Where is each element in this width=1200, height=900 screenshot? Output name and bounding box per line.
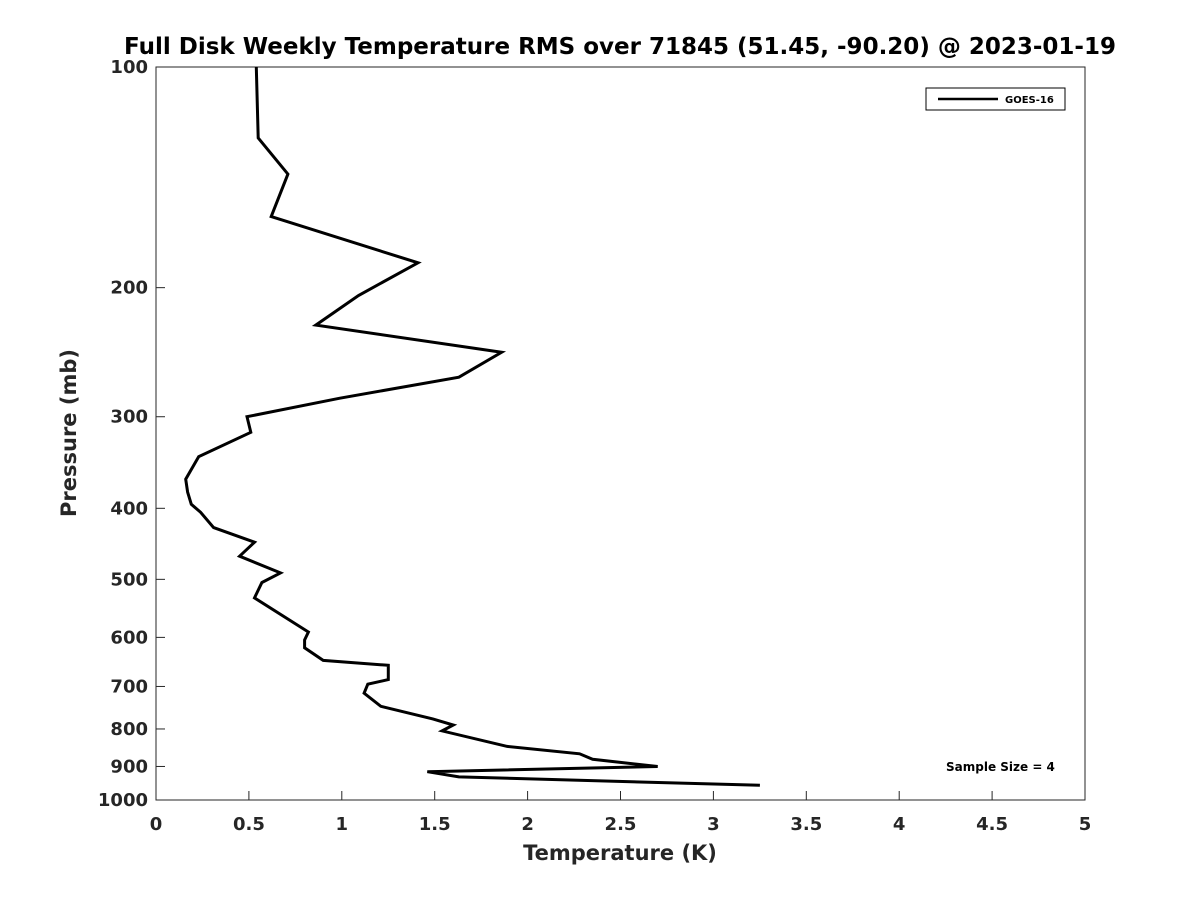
- y-tick-label: 700: [110, 676, 148, 697]
- y-tick-label: 1000: [98, 790, 148, 811]
- legend-label-goes-16: GOES-16: [1005, 95, 1054, 106]
- x-tick-label: 1: [336, 814, 349, 835]
- y-tick-label: 100: [110, 57, 148, 78]
- series-line-goes-16: [184, 66, 760, 787]
- y-tick-label: 200: [110, 278, 148, 299]
- y-tick-label: 400: [110, 498, 148, 519]
- y-tick-label: 600: [110, 627, 148, 648]
- y-tick-label: 900: [110, 756, 148, 777]
- x-tick-label: 0.5: [233, 814, 265, 835]
- x-tick-label: 2: [521, 814, 534, 835]
- x-tick-label: 1.5: [419, 814, 451, 835]
- chart-title: Full Disk Weekly Temperature RMS over 71…: [124, 34, 1116, 60]
- x-tick-label: 3: [707, 814, 720, 835]
- x-axis-label: Temperature (K): [523, 841, 717, 865]
- x-tick-label: 0: [150, 814, 163, 835]
- legend: GOES-16: [925, 87, 1066, 111]
- x-tick-label: 2.5: [605, 814, 637, 835]
- x-axis: 0 0.5 1 1.5 2 2.5 3 3.5 4 4.5 5: [150, 791, 1092, 835]
- x-tick-label: 4: [893, 814, 906, 835]
- x-tick-label: 5: [1079, 814, 1092, 835]
- series-layer: [184, 66, 760, 787]
- y-tick-label: 500: [110, 569, 148, 590]
- plot-area: [155, 66, 1086, 801]
- y-tick-label: 800: [110, 719, 148, 740]
- y-tick-label: 300: [110, 407, 148, 428]
- sample-size-annotation: Sample Size = 4: [946, 760, 1055, 774]
- x-tick-label: 3.5: [790, 814, 822, 835]
- x-tick-label: 4.5: [976, 814, 1008, 835]
- y-axis: 100 200 300 400 500 600 700 800 900 1000: [98, 57, 165, 811]
- y-axis-label: Pressure (mb): [57, 349, 81, 517]
